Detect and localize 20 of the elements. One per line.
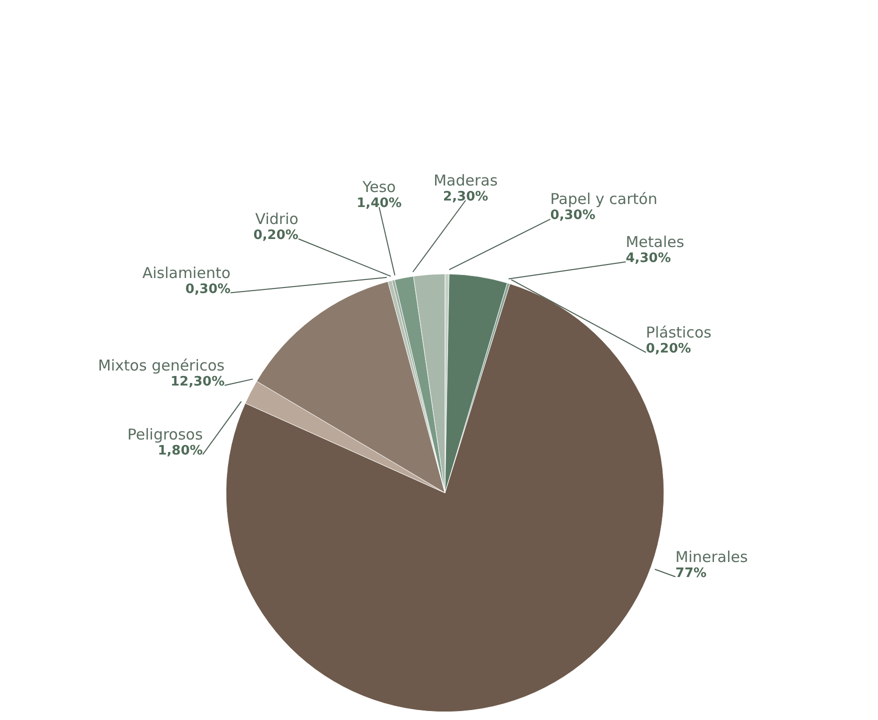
data-label: 2,30% xyxy=(443,189,488,204)
data-label: 0,30% xyxy=(185,282,231,297)
data-label: 0,20% xyxy=(646,341,692,356)
slice-label: Minerales xyxy=(675,548,748,566)
data-label: 4,30% xyxy=(626,250,671,266)
slice-label: Metales xyxy=(626,232,684,251)
slice-label: Yeso xyxy=(361,178,396,196)
data-label: 77% xyxy=(675,566,707,581)
slice-label: Vidrio xyxy=(255,210,298,228)
data-label: 12,30% xyxy=(170,374,225,390)
slice-label: Maderas xyxy=(434,171,498,190)
data-label: 1,40% xyxy=(356,196,402,212)
slice-label: Peligrosos xyxy=(127,425,203,444)
slice-label: Aislamiento xyxy=(142,264,231,282)
data-label: 0,30% xyxy=(550,208,596,224)
data-label: 0,20% xyxy=(253,228,298,243)
data-label: 1,80% xyxy=(158,443,203,458)
slice-label: Papel y cartón xyxy=(550,190,658,208)
slice-label: Plásticos xyxy=(646,323,712,342)
slice-label: Mixtos genéricos xyxy=(98,356,225,374)
